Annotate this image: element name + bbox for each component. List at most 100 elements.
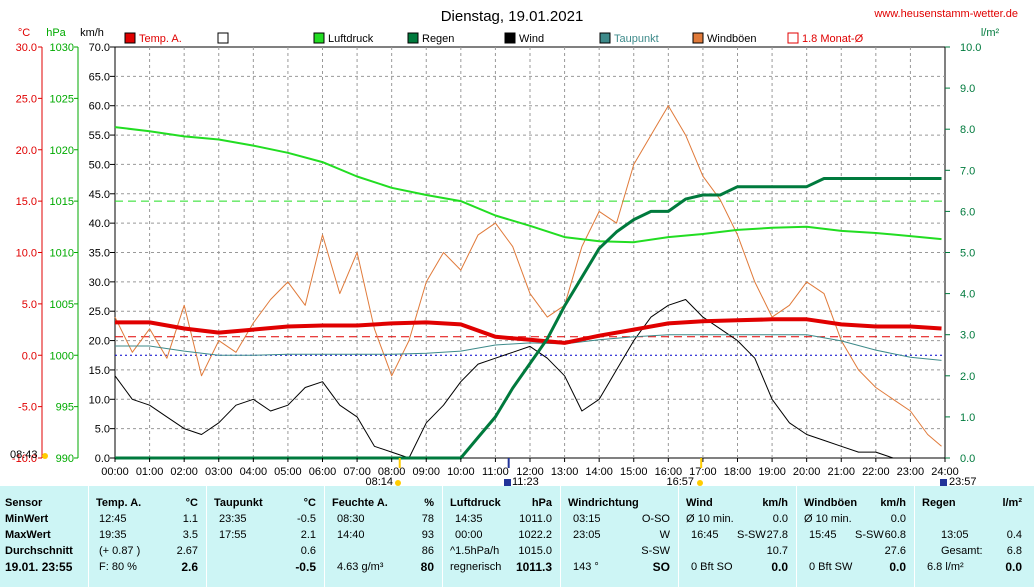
legend-swatch	[787, 32, 799, 44]
hum-min-time: 08:30	[337, 513, 365, 525]
time-tick-label: 12:00	[516, 466, 544, 478]
dir-min-time: 03:15	[573, 513, 601, 525]
dew-unit: °C	[303, 497, 316, 509]
moonset-label: 23:57	[949, 476, 977, 486]
wind-axis-tick-label: 20.0	[89, 336, 110, 348]
sensor-table: Sensor MinWert MaxWert Durchschnitt 19.0…	[0, 486, 1034, 587]
legend-swatch	[504, 32, 516, 44]
sensor-header: Sensor	[5, 497, 43, 509]
legend-swatch	[124, 32, 136, 44]
gust-header: Windböen	[804, 497, 858, 509]
press-max-val: 1022.2	[518, 529, 552, 541]
temp-unit-label: °C	[18, 27, 30, 39]
time-tick-label: 23:00	[897, 466, 925, 478]
durchschnitt-label: Durchschnitt	[5, 545, 73, 557]
time-tick-label: 09:00	[412, 466, 440, 478]
time-tick-label: 16:00	[655, 466, 683, 478]
hum-cur-val: 80	[420, 560, 434, 574]
pressure-axis: 1030 1025 1020 1015 1010 1005 1000 995 990	[50, 42, 79, 465]
wind-axis-tick-label: 50.0	[89, 159, 110, 171]
rain-total-val: 6.8	[1006, 545, 1022, 557]
temp-avg-label: (+ 0.87 )	[99, 545, 141, 557]
col-sensor: Sensor MinWert MaxWert Durchschnitt 19.0…	[0, 486, 88, 587]
rain-min-val: 0.4	[1006, 529, 1022, 541]
start-time-label: 08:43	[10, 449, 38, 461]
col-pressure: Luftdruck hPa 14:35 1011.0 00:00 1022.2 …	[442, 486, 560, 587]
reference-lines	[115, 200, 945, 356]
wind-max-time: 16:45	[691, 529, 719, 541]
gust-min-val: 0.0	[890, 513, 906, 525]
time-tick-label: 11:00	[482, 466, 509, 478]
dir-min-val: O-SO	[641, 513, 670, 525]
temp-axis-tick-label: -5.0	[18, 402, 37, 414]
temp-axis: 30.0 25.0 20.0 15.0 10.0 5.0 0.0 -5.0 -10.0	[12, 42, 43, 465]
col-dew: Taupunkt °C 23:35 -0.5 17:55 2.1 0.6 -0.…	[206, 486, 324, 587]
wind-axis-tick-label: 60.0	[89, 101, 110, 113]
website-link[interactable]: www.heusenstamm-wetter.de	[873, 8, 1018, 20]
temp-axis-tick-label: -10.0	[12, 453, 37, 465]
sunset-icon	[697, 480, 703, 486]
legend-swatch	[217, 32, 229, 44]
press-trend: ^1.5hPa/h	[450, 545, 500, 557]
series-wind	[114, 299, 942, 459]
sunrise-icon	[395, 480, 401, 486]
wind-axis-tick-label: 15.0	[89, 365, 110, 377]
press-min-time: 14:35	[455, 513, 483, 525]
time-tick-label: 06:00	[309, 466, 337, 478]
time-tick-label: 19:00	[758, 466, 786, 478]
rain-unit: l/m²	[1002, 497, 1022, 509]
dir-header: Windrichtung	[568, 497, 639, 509]
temp-axis-tick-label: 25.0	[16, 93, 37, 105]
wind-max-val: 27.8	[766, 529, 788, 541]
series-taupunkt	[115, 334, 942, 361]
dir-max-time: 23:05	[573, 529, 601, 541]
gust-min-label: Ø 10 min.	[804, 513, 852, 525]
legend-swatch	[692, 32, 704, 44]
rain-axis-tick-label: 5.0	[960, 248, 975, 260]
temp-max-val: 3.5	[182, 529, 198, 541]
sun-icon	[42, 453, 48, 459]
hum-max-time: 14:40	[337, 529, 365, 541]
legend-label: Taupunkt	[614, 33, 659, 45]
wind-axis-tick-label: 10.0	[89, 394, 110, 406]
wind-axis-tick-label: 45.0	[89, 189, 110, 201]
time-tick-label: 18:00	[724, 466, 752, 478]
chart-title: Dienstag, 19.01.2021	[441, 8, 584, 25]
press-min-val: 1011.0	[519, 513, 552, 525]
press-header: Luftdruck	[450, 497, 501, 509]
temp-cur-label: F: 80 %	[99, 561, 137, 573]
col-wind: Wind km/h Ø 10 min. 0.0 16:45 S-SW 27.8 …	[678, 486, 796, 587]
gust-max-time: 15:45	[809, 529, 837, 541]
time-tick-label: 15:00	[620, 466, 648, 478]
hum-unit: %	[424, 497, 434, 509]
hum-max-val: 93	[421, 529, 434, 541]
pressure-axis-tick-label: 990	[56, 453, 74, 465]
wind-unit: km/h	[762, 497, 788, 509]
temp-max-time: 19:35	[99, 529, 127, 541]
wind-axis-tick-label: 25.0	[89, 306, 110, 318]
wind-unit-label: km/h	[80, 27, 104, 39]
pressure-axis-tick-label: 1025	[50, 93, 74, 105]
rain-axis-tick-label: 1.0	[960, 412, 975, 424]
time-tick-label: 00:00	[101, 466, 129, 478]
series-temp-a	[115, 317, 942, 345]
temp-axis-tick-label: 0.0	[22, 350, 37, 362]
rain-min-time: 13:05	[941, 529, 969, 541]
legend-swatch	[599, 32, 611, 44]
rain-axis-tick-label: 9.0	[960, 83, 975, 95]
legend-label: Temp. A.	[139, 33, 182, 45]
plot-area	[114, 46, 946, 460]
temp-unit: °C	[185, 497, 198, 509]
wind-axis-tick-label: 35.0	[89, 248, 110, 260]
rain-unit-label: l/m²	[981, 27, 1000, 39]
time-markers: 08:43 08:14 11:23 16:57 23:57	[10, 449, 977, 486]
wind-axis: 70.0 65.0 60.0 55.0 50.0 45.0 40.0 35.0 30.0 25.0…	[89, 42, 115, 465]
temp-axis-tick-label: 20.0	[16, 145, 37, 157]
rain-axis-tick-label: 8.0	[960, 124, 975, 136]
pressure-axis-tick-label: 1010	[50, 248, 74, 260]
chart-legend: Temp. A. Luftdruck Regen Wind Taupunkt Windbö…	[124, 32, 864, 45]
wind-axis-tick-label: 30.0	[89, 277, 110, 289]
time-tick-label: 03:00	[205, 466, 233, 478]
dir-cur-val: SO	[652, 560, 670, 574]
rain-axis-tick-label: 0.0	[960, 453, 975, 465]
